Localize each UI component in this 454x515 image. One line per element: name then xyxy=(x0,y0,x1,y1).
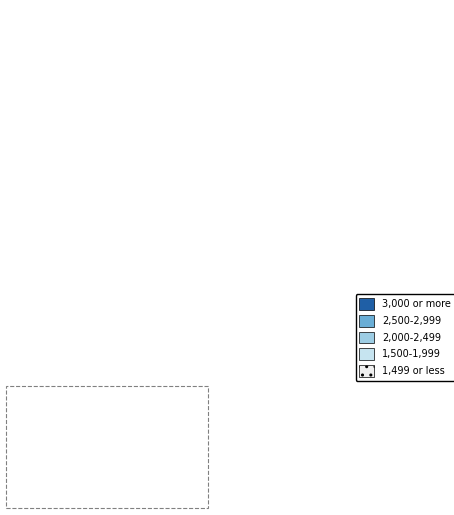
Legend: 3,000 or more, 2,500-2,999, 2,000-2,499, 1,500-1,999, 1,499 or less: 3,000 or more, 2,500-2,999, 2,000-2,499,… xyxy=(355,294,454,381)
Bar xyxy=(6,386,208,508)
